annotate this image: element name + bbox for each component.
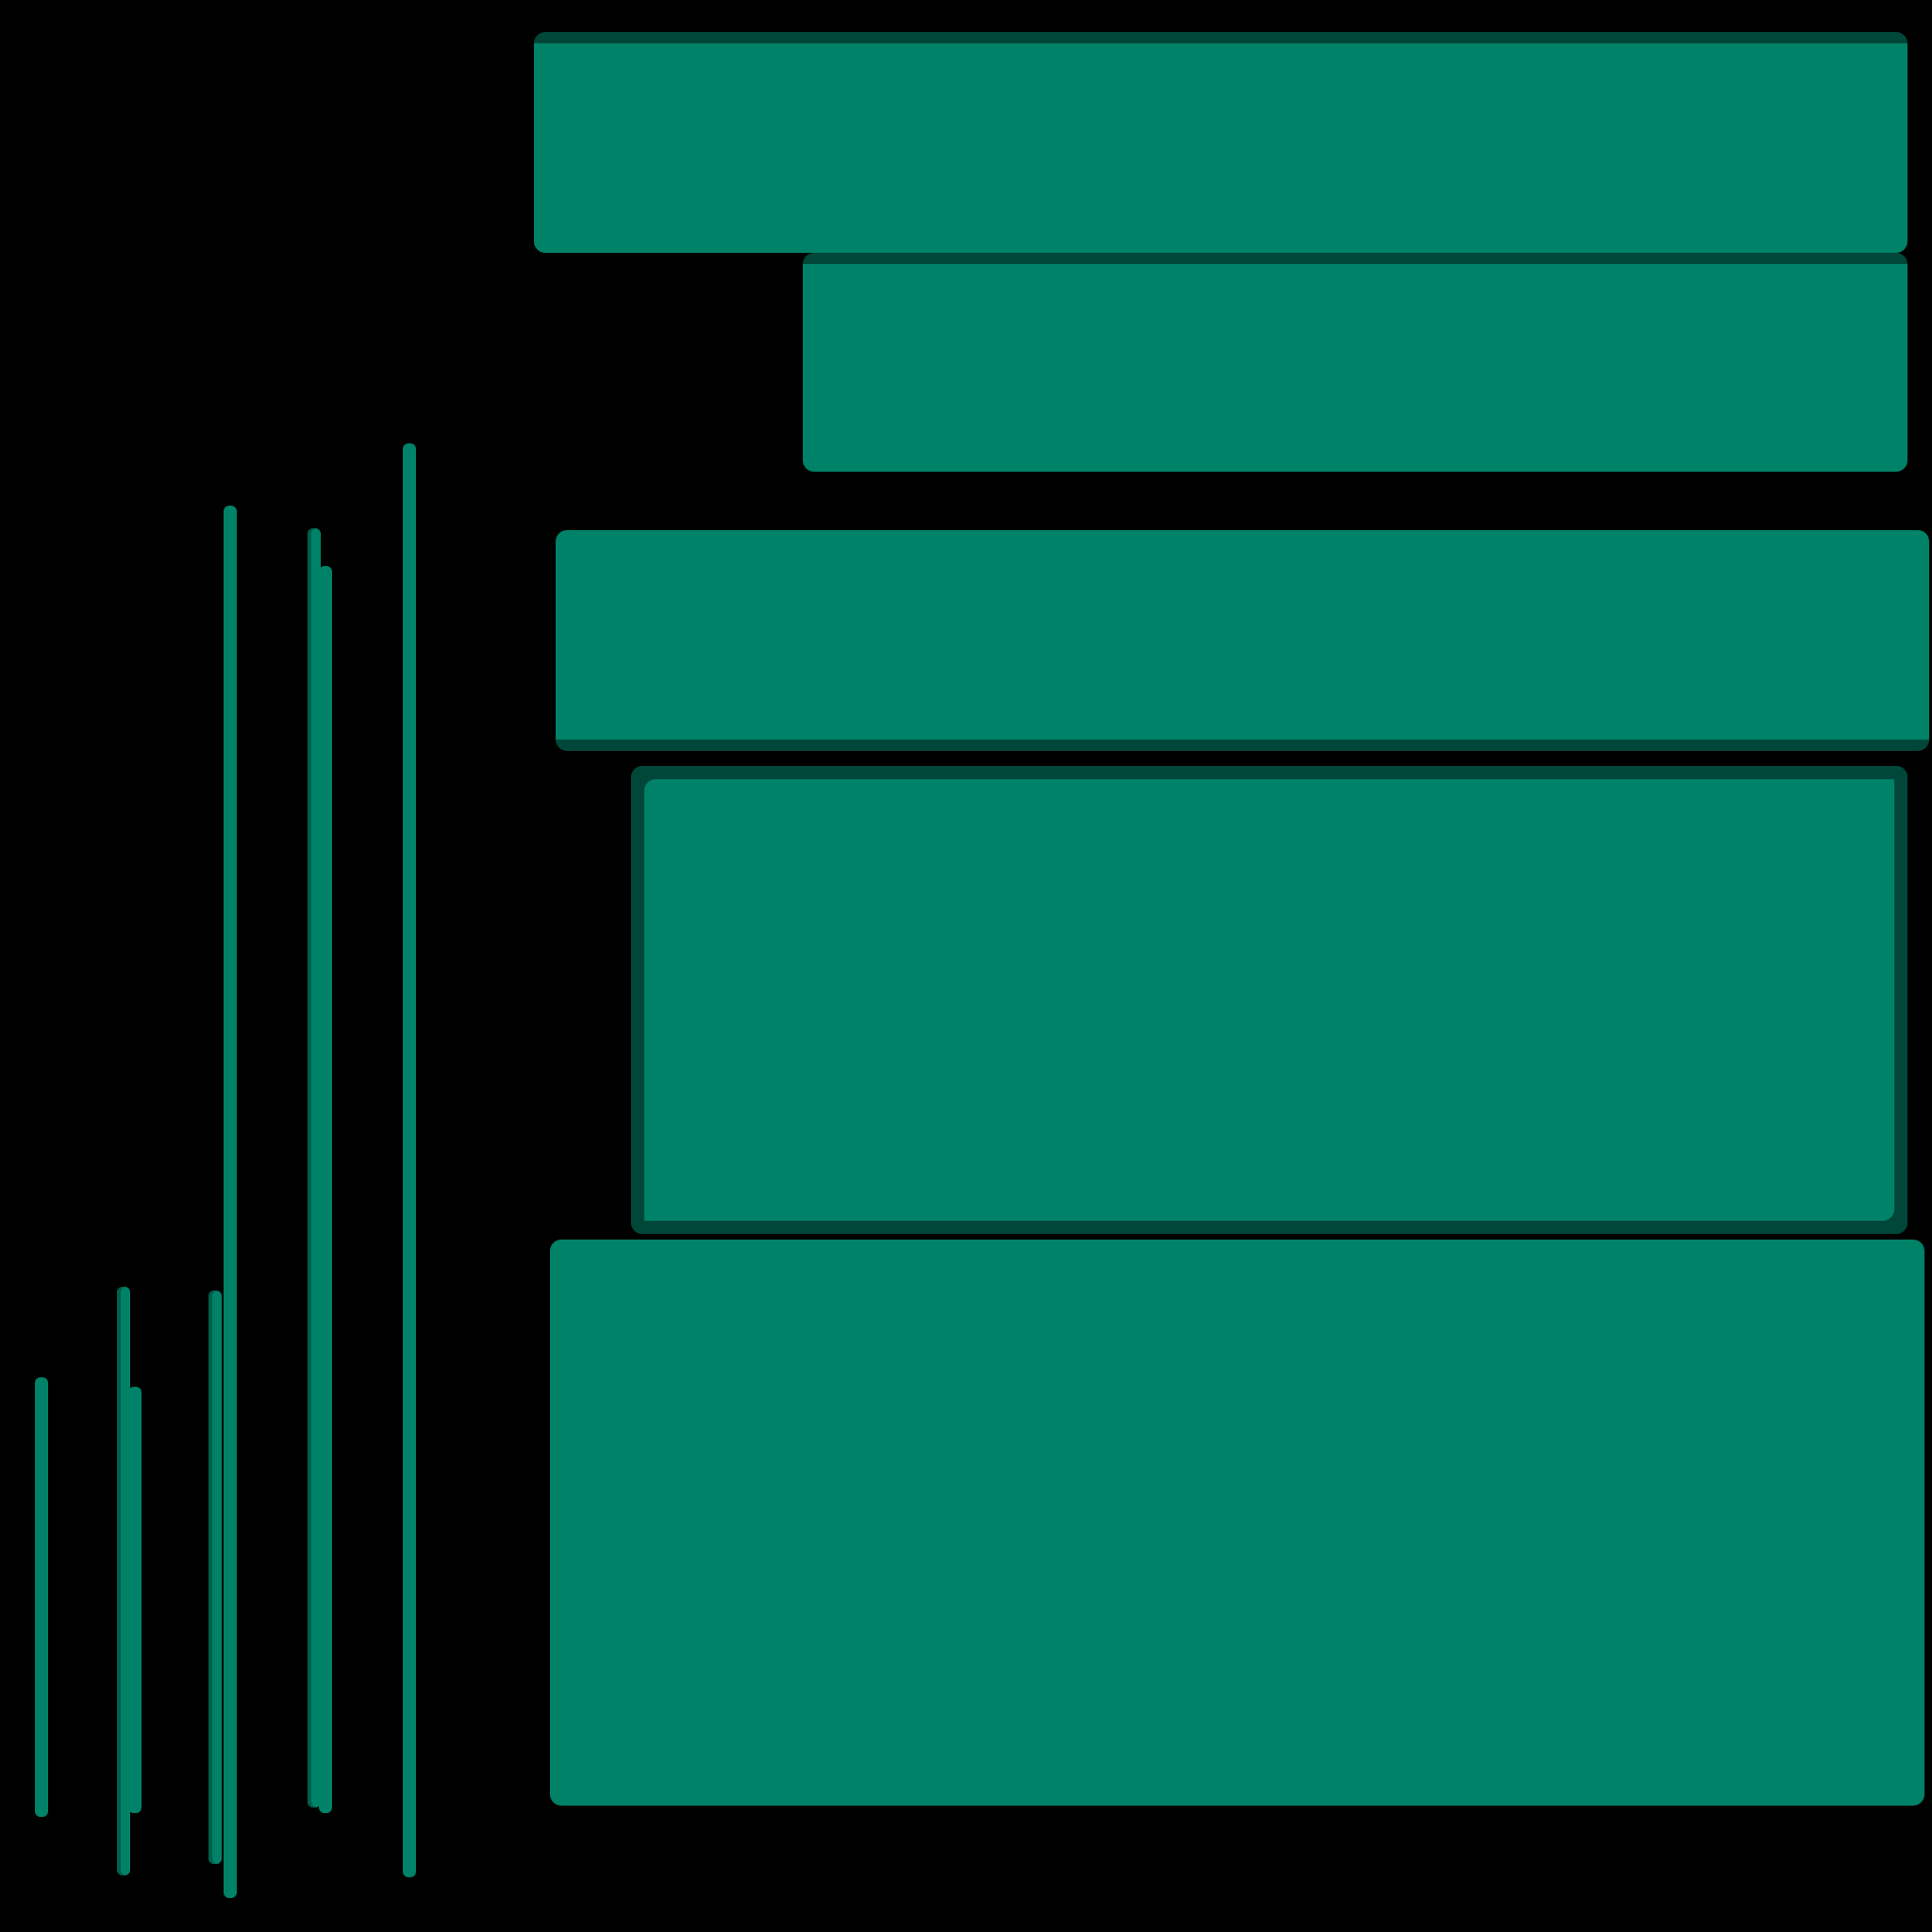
slab-2: [803, 253, 1907, 472]
strip-6: [308, 528, 321, 1807]
strip-5: [224, 506, 237, 1898]
strip-2: [117, 1287, 130, 1875]
strip-3: [128, 1387, 142, 1813]
strip-4: [208, 1291, 222, 1864]
strip-7: [319, 566, 332, 1813]
slab-5: [550, 1240, 1924, 1806]
strip-1: [35, 1377, 48, 1817]
strip-8: [403, 443, 416, 1877]
slab-4: [631, 766, 1907, 1234]
slab-1: [534, 32, 1907, 253]
slab-3: [556, 530, 1929, 751]
